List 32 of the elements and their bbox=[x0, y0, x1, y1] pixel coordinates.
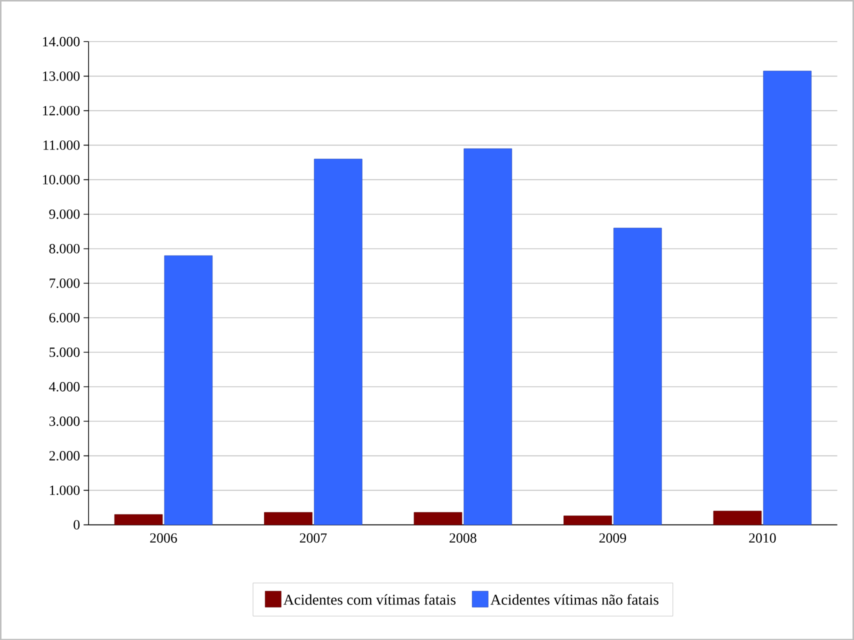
y-tick-label: 1.000 bbox=[50, 485, 80, 495]
x-tick-label: 2008 bbox=[450, 533, 476, 543]
y-tick-label: 10.000 bbox=[43, 174, 80, 184]
y-tick-label: 3.000 bbox=[49, 416, 80, 426]
bar bbox=[114, 514, 163, 525]
legend-label: Acidentes com vítimas fatais bbox=[283, 594, 456, 605]
bar bbox=[713, 510, 762, 525]
y-tick-label: 7.000 bbox=[50, 278, 80, 288]
legend-label: Acidentes vítimas não fatais bbox=[490, 594, 658, 605]
bar bbox=[464, 148, 512, 525]
y-tick-label: 4.000 bbox=[49, 382, 80, 392]
y-tick-label: 14.000 bbox=[43, 36, 80, 46]
y-tick-label: 12.000 bbox=[43, 106, 80, 116]
y-tick-label: 6.000 bbox=[49, 312, 80, 322]
bar bbox=[264, 512, 312, 525]
y-tick-label: 5.000 bbox=[50, 347, 80, 357]
y-tick-label: 11.000 bbox=[44, 140, 80, 150]
bar bbox=[564, 515, 612, 525]
bar bbox=[164, 255, 213, 525]
y-tick-label: 0 bbox=[74, 520, 80, 530]
bar bbox=[613, 228, 662, 525]
bar bbox=[414, 512, 462, 525]
bar bbox=[314, 158, 362, 525]
y-tick-label: 2.000 bbox=[49, 450, 80, 460]
x-tick-label: 2007 bbox=[300, 533, 327, 543]
x-tick-label: 2006 bbox=[150, 533, 177, 543]
y-tick-label: 8.000 bbox=[49, 244, 80, 254]
y-tick-label: 9.000 bbox=[49, 209, 80, 219]
x-tick-label: 2009 bbox=[599, 533, 626, 543]
x-tick-label: 2010 bbox=[749, 533, 776, 543]
bar bbox=[763, 70, 812, 525]
y-tick-label: 13.000 bbox=[43, 71, 80, 81]
